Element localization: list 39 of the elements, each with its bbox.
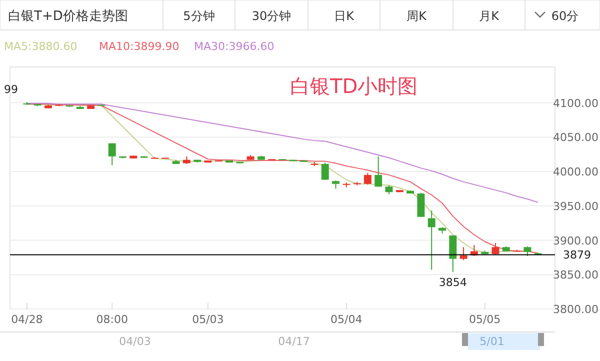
x-tick-label: 08:00 — [96, 313, 128, 326]
text: 5分钟 — [183, 9, 215, 23]
line-series — [26, 102, 539, 203]
text: 日K — [334, 9, 356, 23]
text: MA30:3966.60 — [194, 40, 274, 53]
y-tick-label: 4050.00 — [553, 131, 598, 144]
x-tick-label: 05/03 — [192, 313, 224, 326]
text: 60分 — [551, 9, 579, 23]
y-tick-label: 3950.00 — [553, 200, 598, 213]
candlestick — [524, 246, 532, 257]
x-tick-label: 05/05 — [468, 313, 501, 326]
text: 月K — [479, 9, 500, 23]
text: 04/03 — [119, 335, 151, 348]
chart-title: 白银TD小时图 — [290, 74, 418, 98]
annotation: 3854 — [438, 276, 467, 289]
text: 5/01 — [480, 335, 504, 348]
candlestick — [321, 162, 329, 180]
y-tick-label: 3850.00 — [553, 268, 598, 282]
text: 30分钟 — [252, 9, 292, 23]
candlestick — [417, 192, 425, 218]
y-tick-label: 4100.00 — [553, 96, 598, 110]
text: 周K — [406, 9, 428, 23]
x-tick-label: 04/28 — [11, 313, 43, 326]
y-tick-label: 3900.00 — [553, 234, 598, 248]
text: MA5:3880.60 — [4, 40, 78, 53]
text: MA10:3899.90 — [99, 40, 180, 53]
chart-subtitle: 白银T+D价格走势图 — [8, 9, 128, 24]
ref-line-label: 3879 — [563, 248, 591, 262]
annotation: 99 — [4, 83, 18, 96]
candlestick — [364, 172, 372, 186]
text: 04/17 — [278, 335, 310, 348]
y-tick-label: 4000.00 — [553, 166, 598, 178]
candlestick — [460, 246, 468, 261]
candlestick — [428, 210, 436, 270]
y-tick-label: 3800.00 — [553, 303, 598, 316]
candlestick — [449, 234, 457, 272]
candlestick — [108, 142, 116, 166]
candlestick — [374, 156, 382, 188]
x-tick-label: 05/04 — [330, 313, 362, 326]
